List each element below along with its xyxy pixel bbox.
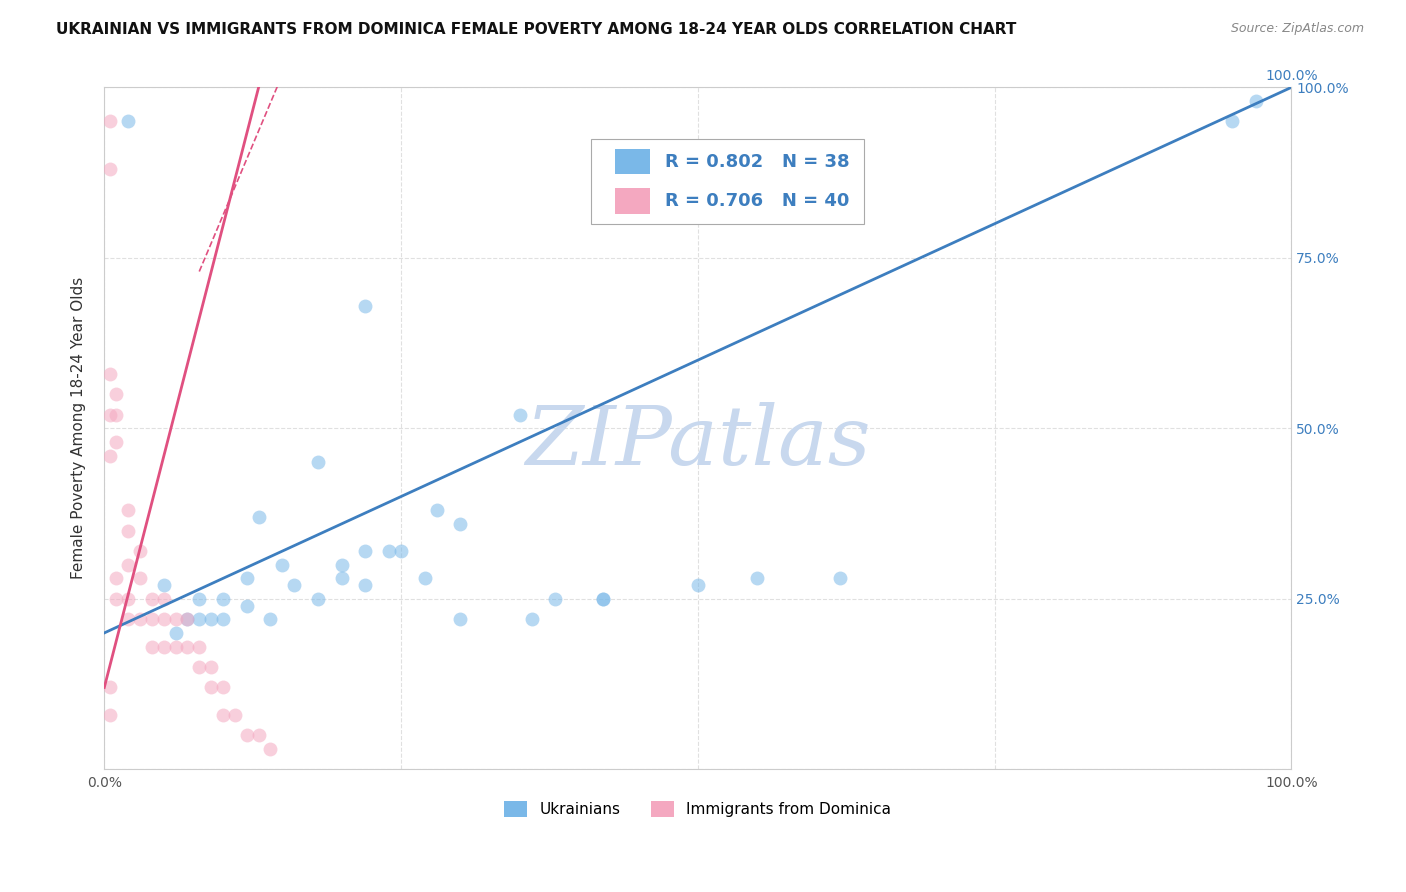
Point — [747, 571, 769, 585]
Point — [117, 558, 139, 572]
Point — [449, 516, 471, 531]
Text: R = 0.802   N = 38: R = 0.802 N = 38 — [665, 153, 849, 170]
Point — [141, 612, 163, 626]
Point — [200, 660, 222, 674]
Point — [141, 591, 163, 606]
Point — [98, 114, 121, 128]
Point — [152, 591, 174, 606]
Point — [98, 162, 121, 177]
Y-axis label: Female Poverty Among 18-24 Year Olds: Female Poverty Among 18-24 Year Olds — [72, 277, 86, 580]
Point — [165, 626, 187, 640]
Point — [592, 591, 614, 606]
Point — [117, 612, 139, 626]
Point — [165, 612, 187, 626]
Point — [117, 591, 139, 606]
Point — [152, 612, 174, 626]
Point — [354, 544, 377, 558]
Text: R = 0.706   N = 40: R = 0.706 N = 40 — [665, 192, 849, 210]
Point — [98, 707, 121, 722]
Point — [188, 612, 211, 626]
Point — [449, 612, 471, 626]
Point — [105, 571, 128, 585]
Point — [200, 612, 222, 626]
Point — [212, 591, 235, 606]
Point — [176, 640, 198, 654]
Point — [235, 571, 257, 585]
Point — [165, 640, 187, 654]
Point — [686, 578, 709, 592]
Point — [98, 408, 121, 422]
Point — [117, 524, 139, 538]
Point — [330, 571, 353, 585]
Point — [224, 707, 246, 722]
Point — [105, 387, 128, 401]
Point — [98, 681, 121, 695]
Point — [141, 640, 163, 654]
Point — [212, 707, 235, 722]
Point — [1220, 114, 1243, 128]
Point — [413, 571, 436, 585]
Point — [105, 408, 128, 422]
Point — [176, 612, 198, 626]
Point — [235, 599, 257, 613]
Point — [259, 742, 281, 756]
Bar — [614, 188, 651, 214]
Text: Source: ZipAtlas.com: Source: ZipAtlas.com — [1230, 22, 1364, 36]
Point — [247, 510, 270, 524]
Point — [354, 299, 377, 313]
Point — [188, 640, 211, 654]
Point — [235, 728, 257, 742]
Point — [129, 612, 152, 626]
Point — [117, 114, 139, 128]
Point — [283, 578, 305, 592]
Point — [354, 578, 377, 592]
Point — [212, 612, 235, 626]
Point — [1244, 94, 1267, 108]
FancyBboxPatch shape — [591, 138, 865, 224]
Point — [378, 544, 401, 558]
Point — [509, 408, 531, 422]
Point — [271, 558, 294, 572]
Point — [105, 434, 128, 449]
Point — [307, 591, 329, 606]
Point — [830, 571, 852, 585]
Point — [105, 591, 128, 606]
Point — [129, 571, 152, 585]
Point — [212, 681, 235, 695]
Point — [188, 591, 211, 606]
Bar — [614, 149, 651, 175]
Point — [544, 591, 567, 606]
Point — [129, 544, 152, 558]
Point — [176, 612, 198, 626]
Point — [330, 558, 353, 572]
Point — [247, 728, 270, 742]
Point — [307, 455, 329, 469]
Point — [259, 612, 281, 626]
Text: ZIPatlas: ZIPatlas — [524, 402, 870, 482]
Point — [98, 449, 121, 463]
Point — [520, 612, 543, 626]
Point — [188, 660, 211, 674]
Point — [389, 544, 412, 558]
Point — [117, 503, 139, 517]
Text: UKRAINIAN VS IMMIGRANTS FROM DOMINICA FEMALE POVERTY AMONG 18-24 YEAR OLDS CORRE: UKRAINIAN VS IMMIGRANTS FROM DOMINICA FE… — [56, 22, 1017, 37]
Point — [200, 681, 222, 695]
Legend: Ukrainians, Immigrants from Dominica: Ukrainians, Immigrants from Dominica — [498, 795, 897, 823]
Point — [152, 578, 174, 592]
Point — [592, 591, 614, 606]
Point — [98, 367, 121, 381]
Point — [152, 640, 174, 654]
Point — [426, 503, 449, 517]
